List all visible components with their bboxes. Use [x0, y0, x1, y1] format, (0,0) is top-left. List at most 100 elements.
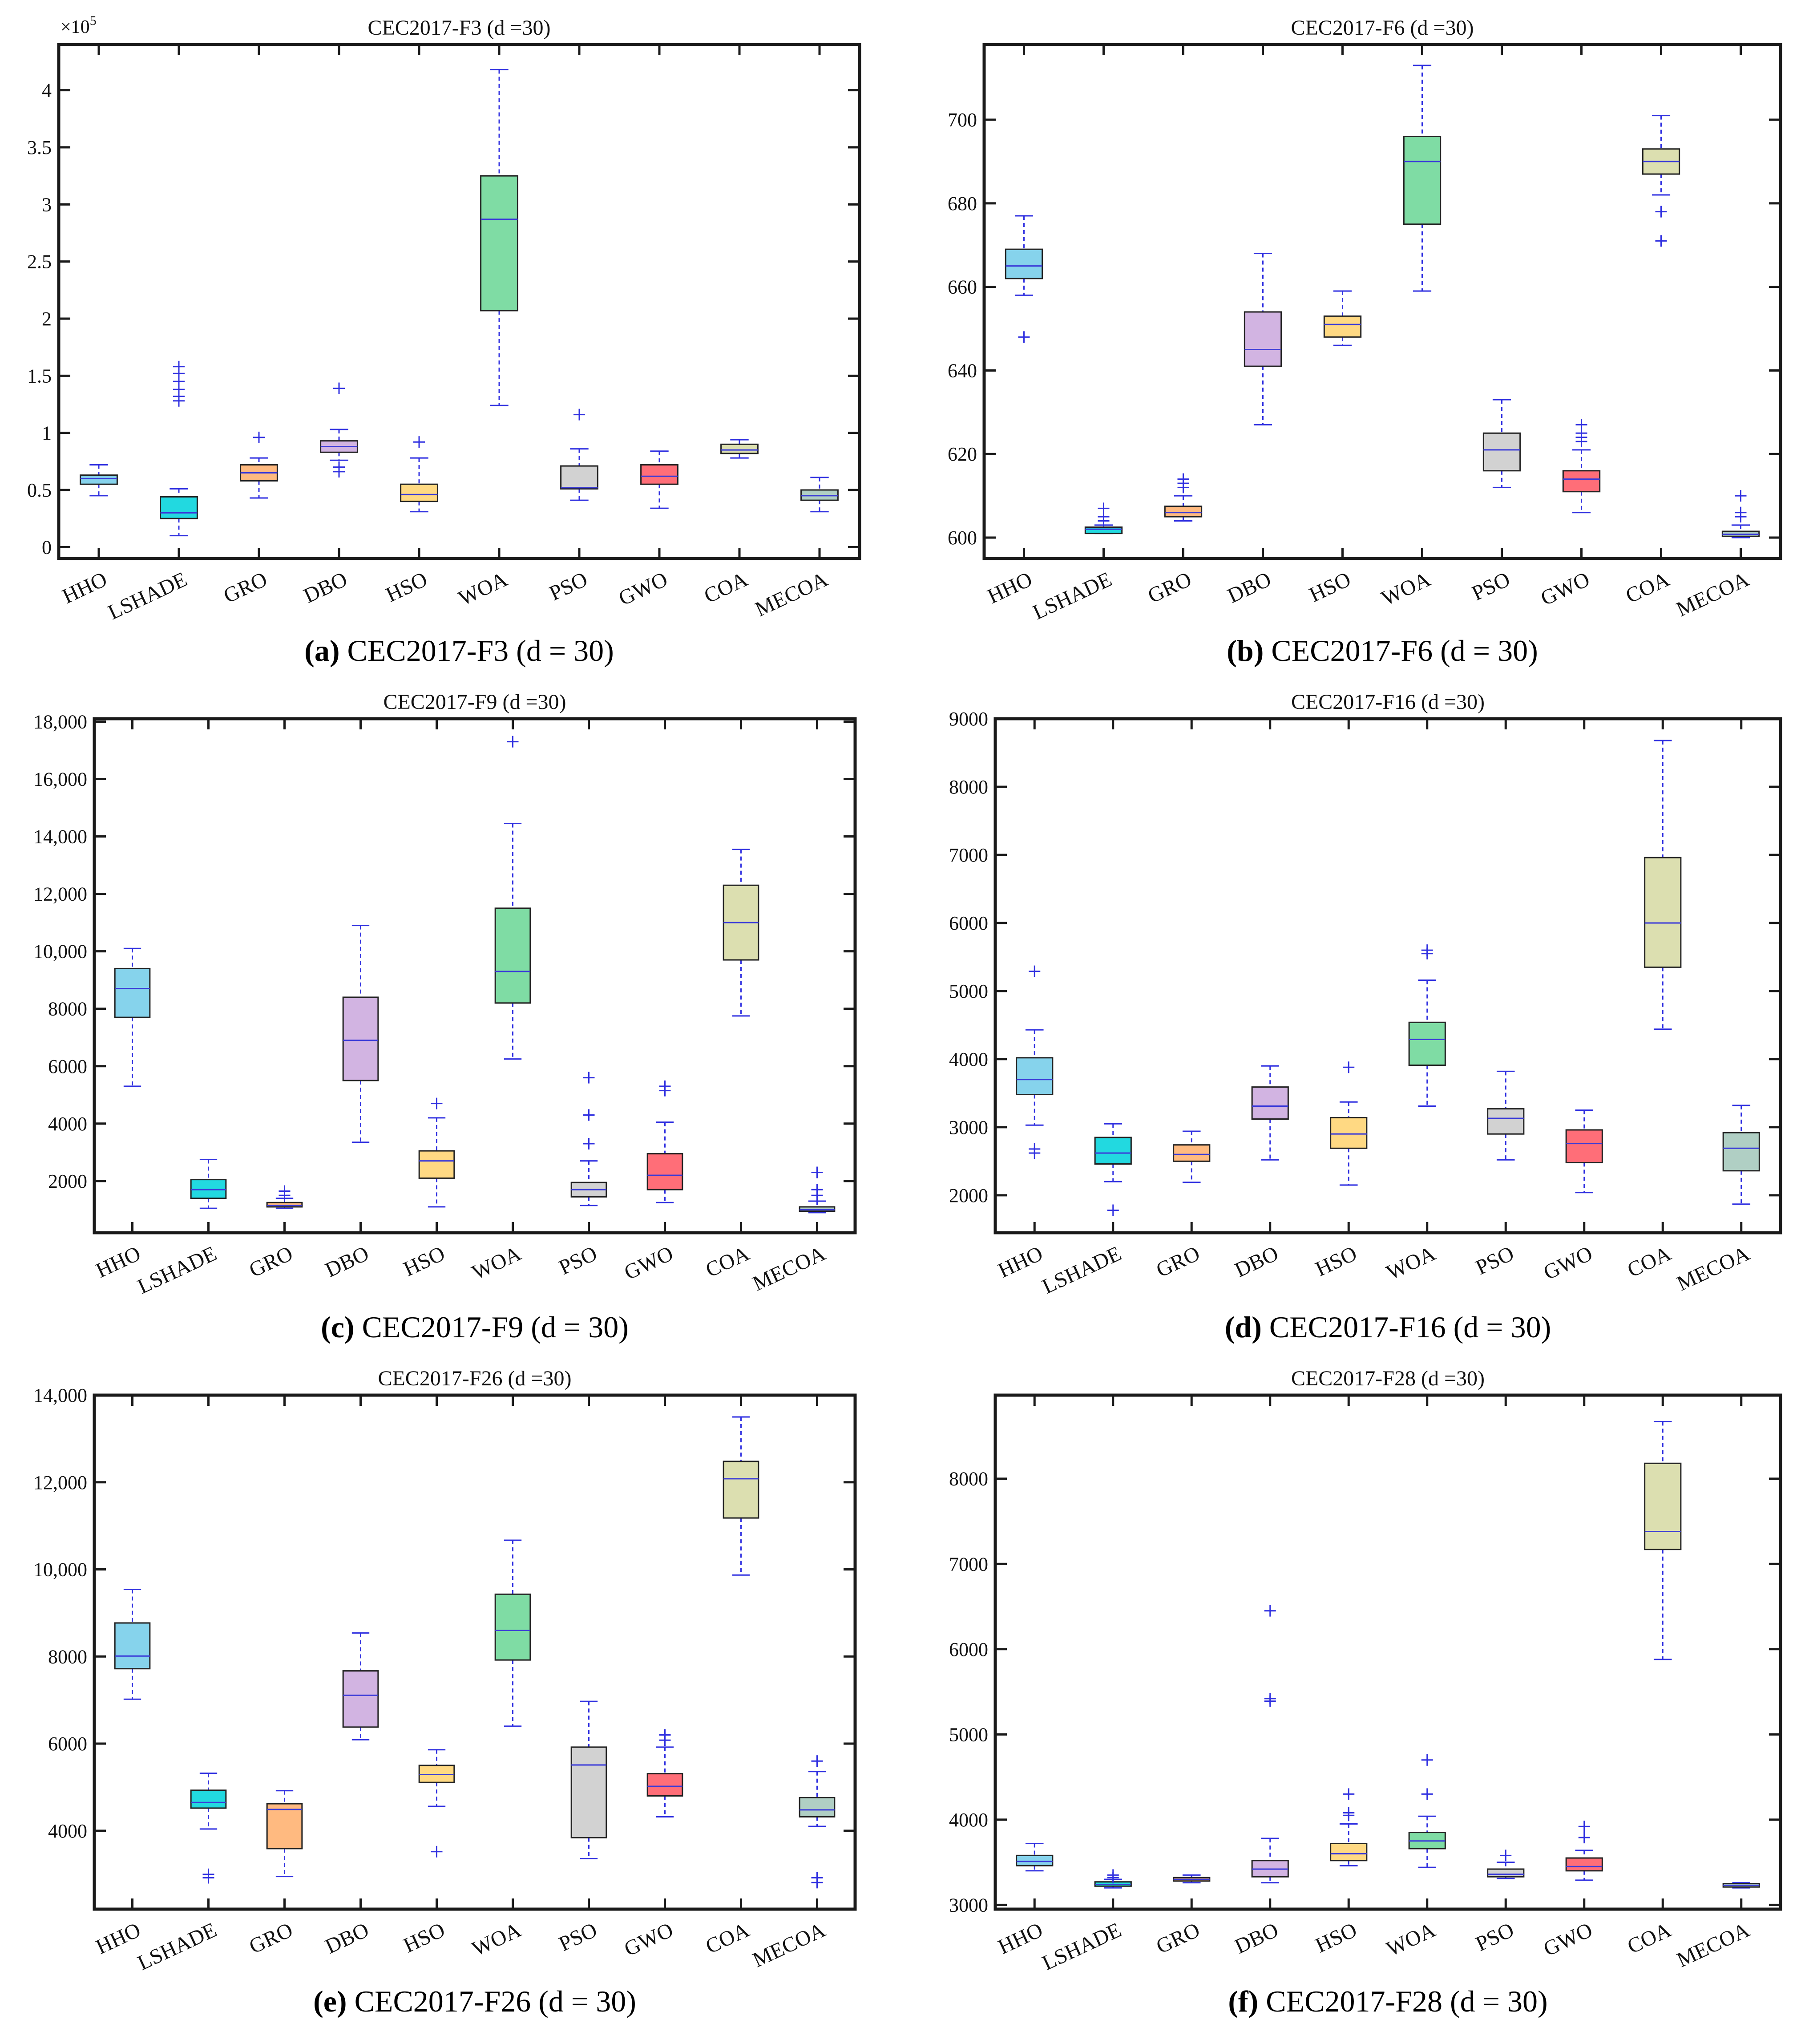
- box-body: [640, 464, 678, 485]
- x-tick-label: LSHADE: [105, 567, 191, 624]
- y-tick-label: 1: [42, 422, 52, 444]
- box-body: [1016, 1057, 1054, 1095]
- box-lshade: [1094, 1123, 1132, 1216]
- plot-frame: [982, 43, 1782, 560]
- y-tick-label: 6000: [949, 1639, 988, 1660]
- chart-title: CEC2017-F26 (d =30): [378, 1367, 571, 1390]
- box-body: [1330, 1843, 1368, 1862]
- x-tick-label: COA: [1624, 1242, 1675, 1282]
- x-tick-label: GWO: [1540, 1918, 1596, 1961]
- box-pso: [1482, 399, 1521, 488]
- outlier-marker: [202, 1868, 214, 1880]
- y-tick-label: 2000: [48, 1170, 87, 1192]
- outlier-marker: [1578, 1832, 1590, 1844]
- x-tick-label: LSHADE: [134, 1918, 220, 1975]
- chart-panel-5: CEC2017-F28 (d =30) 3000 4000 5000 6000 7000 8…: [949, 1367, 1782, 2018]
- box-gwo: [646, 1729, 683, 1817]
- outlier-marker: [1264, 1692, 1276, 1704]
- outlier-marker: [1343, 1807, 1355, 1819]
- panel-caption-label: (d): [1225, 1310, 1262, 1344]
- x-tick-label: HSO: [400, 1918, 448, 1958]
- y-tick-label: 5000: [949, 1724, 988, 1745]
- outlier-marker: [1421, 1788, 1433, 1800]
- chart-panel-2: CEC2017-F9 (d =30) 2000 4000 6000 8000 10,000…: [33, 690, 857, 1344]
- x-tick-label: GRO: [246, 1242, 296, 1282]
- box-hso: [1330, 1061, 1368, 1186]
- box-body: [723, 1461, 759, 1519]
- chart-panel-3: CEC2017-F16 (d =30) 2000 3000 4000 5000 6000 7…: [949, 690, 1782, 1344]
- chart-panel-4: CEC2017-F26 (d =30) 4000 6000 8000 10,000 12,…: [33, 1367, 857, 2018]
- box-gro: [1173, 1130, 1211, 1183]
- x-tick-label: WOA: [468, 1242, 525, 1285]
- outlier-marker: [1343, 1061, 1355, 1073]
- outlier-marker: [1029, 965, 1041, 977]
- panel-caption-text: CEC2017-F26 (d = 30): [347, 1984, 636, 2018]
- box-pso: [1487, 1850, 1525, 1879]
- box-body: [400, 483, 438, 502]
- box-body: [418, 1150, 455, 1179]
- x-tick-label: MECOA: [1673, 1918, 1753, 1972]
- box-mecoa: [799, 1755, 836, 1889]
- box-woa: [480, 69, 518, 406]
- box-pso: [560, 409, 598, 501]
- box-body: [1722, 1132, 1760, 1172]
- x-tick-label: WOA: [1383, 1918, 1439, 1961]
- box-body: [190, 1789, 227, 1809]
- panel-caption: (f) CEC2017-F28 (d = 30): [1228, 1984, 1547, 2018]
- box-body: [80, 474, 118, 485]
- outlier-marker: [431, 1846, 443, 1858]
- outlier-marker: [1098, 502, 1110, 514]
- x-tick-label: LSHADE: [1038, 1918, 1125, 1975]
- box-coa: [1642, 115, 1680, 247]
- box-dbo: [1251, 1065, 1289, 1161]
- outlier-marker: [583, 1137, 595, 1149]
- outlier-marker: [1421, 944, 1433, 956]
- outlier-marker: [1655, 235, 1667, 247]
- x-tick-label: GRO: [1153, 1242, 1203, 1282]
- outlier-marker: [1018, 331, 1030, 343]
- box-dbo: [342, 925, 379, 1143]
- y-tick-label: 1.5: [27, 365, 52, 387]
- x-tick-label: PSO: [1472, 1918, 1518, 1956]
- box-body: [1173, 1144, 1211, 1162]
- box-body: [646, 1773, 683, 1797]
- box-body: [1644, 1462, 1682, 1550]
- y-tick-label: 600: [948, 527, 977, 549]
- box-body: [480, 175, 518, 312]
- box-lshade: [1084, 502, 1123, 534]
- box-dbo: [342, 1632, 379, 1740]
- y-tick-label: 2: [42, 308, 52, 330]
- x-tick-label: PSO: [545, 567, 591, 605]
- box-hho: [114, 947, 151, 1087]
- x-tick-label: HHO: [994, 1242, 1046, 1283]
- y-tick-label: 6000: [48, 1056, 87, 1077]
- outlier-marker: [1264, 1605, 1276, 1617]
- y-tick-label: 4000: [48, 1113, 87, 1135]
- x-tick-label: MECOA: [749, 1242, 829, 1295]
- box-body: [1565, 1857, 1603, 1872]
- box-body: [1016, 1854, 1054, 1866]
- outlier-marker: [573, 409, 585, 421]
- outlier-marker: [1735, 506, 1747, 518]
- outlier-marker: [811, 1872, 823, 1884]
- box-body: [1094, 1137, 1132, 1165]
- y-tick-label: 16,000: [33, 769, 87, 790]
- x-tick-label: WOA: [455, 567, 511, 611]
- panel-caption: (e) CEC2017-F26 (d = 30): [313, 1984, 636, 2018]
- y-tick-label: 3000: [949, 1117, 988, 1138]
- y-tick-label: 6000: [949, 912, 988, 934]
- box-body: [160, 496, 198, 519]
- x-tick-label: COA: [702, 1918, 753, 1959]
- panel-caption: (b) CEC2017-F6 (d = 30): [1227, 634, 1538, 668]
- outlier-marker: [583, 1109, 595, 1121]
- outlier-marker: [1575, 419, 1587, 431]
- box-gro: [240, 431, 278, 499]
- x-tick-label: DBO: [1231, 1242, 1282, 1282]
- box-hho: [1016, 965, 1054, 1159]
- y-tick-label: 18,000: [33, 711, 87, 733]
- x-tick-label: WOA: [1378, 567, 1434, 611]
- x-tick-label: MECOA: [749, 1918, 829, 1972]
- x-tick-label: DBO: [1231, 1918, 1282, 1959]
- box-body: [799, 1797, 836, 1817]
